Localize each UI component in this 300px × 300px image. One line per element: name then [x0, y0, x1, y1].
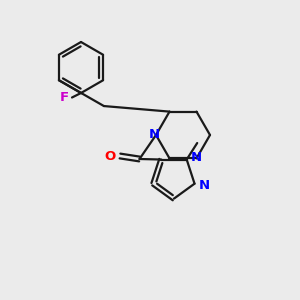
Text: F: F	[59, 91, 68, 104]
Text: N: N	[199, 179, 210, 192]
Text: O: O	[104, 149, 116, 163]
Text: N: N	[190, 151, 201, 164]
Text: N: N	[149, 128, 160, 142]
